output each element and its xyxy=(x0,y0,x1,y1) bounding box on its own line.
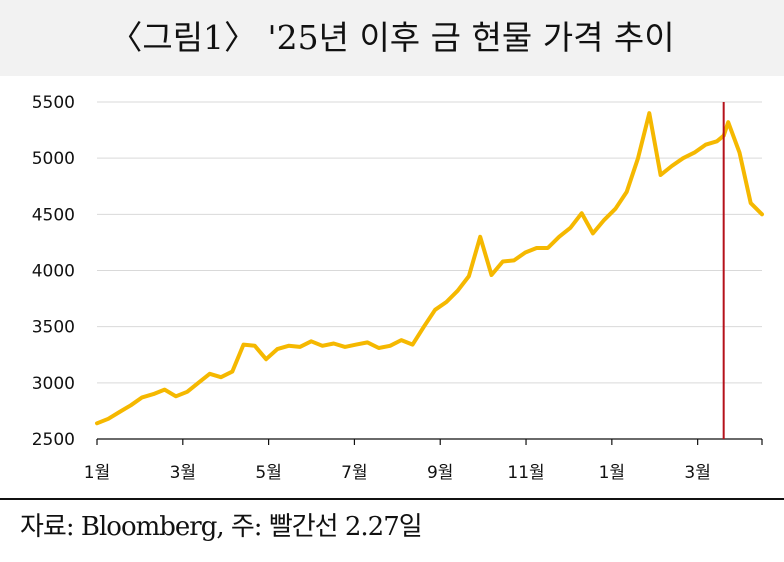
x-tick-label: 3월 xyxy=(684,463,710,483)
x-tick-label: 3월 xyxy=(170,463,196,483)
x-tick-label: 5월 xyxy=(255,463,281,483)
y-tick-label: 5000 xyxy=(32,149,75,169)
x-tick-label: 7월 xyxy=(341,463,367,483)
chart-title: 〈그림1〉 '25년 이후 금 현물 가격 추이 xyxy=(109,18,675,57)
source-note: 자료: Bloomberg, 주: 빨간선 2.27일 xyxy=(20,512,423,542)
x-tick-label: 11월 xyxy=(507,463,544,483)
gold-price-line xyxy=(95,111,764,426)
y-tick-label: 2500 xyxy=(32,430,75,450)
grid-lines xyxy=(97,101,762,440)
x-tick-label: 1월 xyxy=(84,463,110,483)
y-tick-label: 3500 xyxy=(32,318,75,338)
x-tick-labels: 1월 3월 5월 7월 9월 11월 1월 3월 xyxy=(84,463,711,483)
y-tick-label: 5500 xyxy=(32,93,75,113)
y-tick-label: 3000 xyxy=(32,374,75,394)
bottom-rule xyxy=(0,498,784,500)
title-band xyxy=(0,0,784,76)
x-tick-label: 9월 xyxy=(427,463,453,483)
x-axis xyxy=(96,438,763,445)
y-tick-label: 4500 xyxy=(32,205,75,225)
y-axis: 2500 3000 3500 4000 4500 5000 5500 xyxy=(32,93,75,450)
y-tick-label: 4000 xyxy=(32,262,75,282)
x-tick-label: 1월 xyxy=(599,463,625,483)
